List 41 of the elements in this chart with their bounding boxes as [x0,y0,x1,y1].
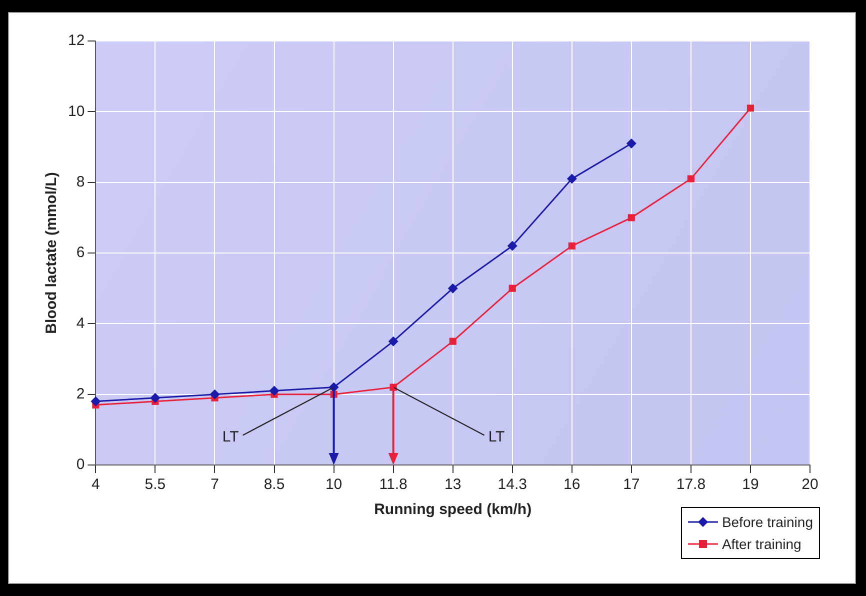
y-tick-label: 2 [76,385,85,402]
point [448,283,458,294]
x-tick-label: 13 [444,476,462,494]
x-tick-label: 17 [623,476,640,494]
x-tick-label: 10 [325,476,342,494]
legend-label: Before training [722,514,813,530]
y-tick-label: 0 [76,456,85,474]
x-tick-label: 16 [564,476,580,494]
annotation: LT [488,428,505,446]
y-axis-title: Blood lactate (mmol/L) [43,172,60,334]
point [388,336,398,346]
point [150,392,160,403]
x-tick-label: 4 [92,476,100,494]
x-tick-label: 8.5 [264,476,285,494]
point [568,242,576,250]
y-tick-label: 4 [76,314,85,332]
annotation: LT [222,428,239,446]
point [449,338,456,345]
x-axis-title: Running speed (km/h) [374,501,532,518]
x-tick-label: 14.3 [498,476,527,494]
x-tick-label: 20 [802,476,818,494]
x-tick-label: 11.8 [379,476,408,494]
x-tick-label: 19 [742,476,759,494]
legend-label: After training [722,536,802,552]
point [687,175,694,182]
x-tick-label: 5.5 [144,476,166,494]
y-tick-label: 12 [68,32,85,50]
x-tick-label: 17.8 [676,476,706,494]
y-tick-label: 8 [76,173,85,190]
point [269,386,280,396]
y-tick-label: 6 [76,244,85,262]
point [746,104,754,112]
point [566,174,577,184]
point [628,214,635,222]
x-tick-label: 7 [210,476,219,494]
point [626,138,636,148]
point [507,240,518,251]
point [210,389,220,400]
point [508,284,516,292]
point [90,396,101,406]
y-tick-label: 10 [68,102,85,120]
